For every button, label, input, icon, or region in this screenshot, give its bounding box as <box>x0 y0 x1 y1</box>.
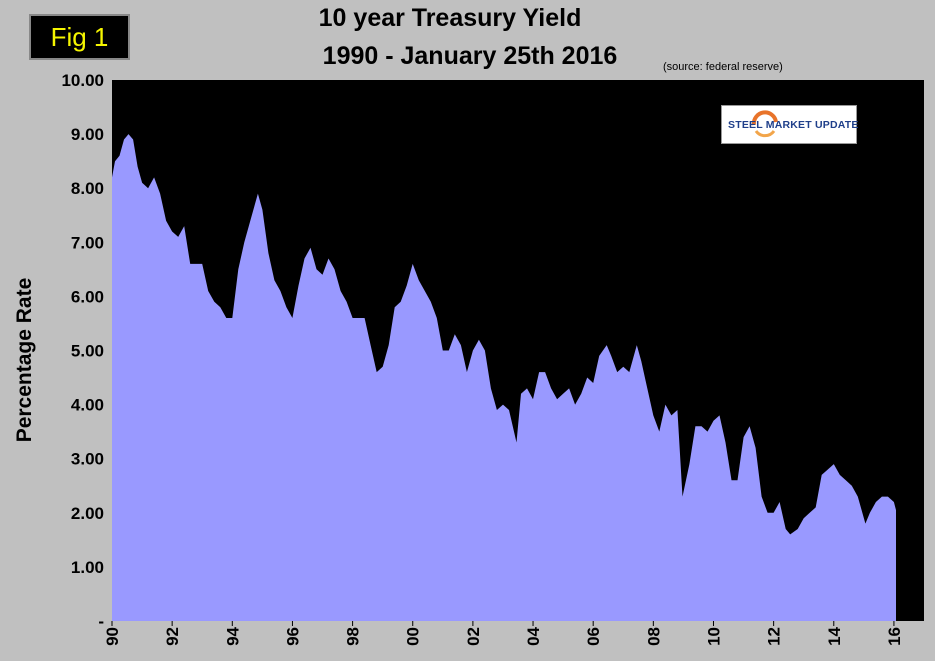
y-tick-label: 9.00 <box>71 125 104 144</box>
y-tick-label: 3.00 <box>71 450 104 469</box>
y-axis-ticks: - 1.00 2.00 3.00 4.00 5.00 6.00 7.00 8.00 9.00 10.… <box>61 71 104 631</box>
x-tick-label: 12 <box>765 627 784 646</box>
x-tick-label: 08 <box>644 627 663 646</box>
x-tick-label: 02 <box>464 627 483 646</box>
x-tick-label: 92 <box>163 627 182 646</box>
x-tick-label: 00 <box>404 627 423 646</box>
logo-text: STEEL MARKET UPDATE <box>728 119 859 131</box>
series-area-layer <box>112 134 896 621</box>
y-tick-label: 2.00 <box>71 504 104 523</box>
y-tick-label: 4.00 <box>71 396 104 415</box>
x-tick-label: 94 <box>223 626 242 645</box>
chart-source-note: (source: federal reserve) <box>663 61 783 73</box>
y-tick-label: 8.00 <box>71 179 104 198</box>
x-tick-label: 04 <box>524 626 543 645</box>
figure-badge: Fig 1 <box>29 14 130 60</box>
x-tick-label: 14 <box>825 626 844 645</box>
steel-market-update-logo: STEEL MARKET UPDATE <box>721 105 859 144</box>
x-tick-label: 10 <box>704 627 723 646</box>
x-tick-label: 90 <box>103 627 122 646</box>
chart-title: 10 year Treasury Yield <box>318 4 582 32</box>
y-tick-label: - <box>98 612 104 631</box>
y-tick-label: 5.00 <box>71 342 104 361</box>
y-tick-label: 1.00 <box>71 558 104 577</box>
x-tick-label: 98 <box>344 627 363 646</box>
y-tick-label: 10.00 <box>61 71 104 90</box>
x-tick-label: 16 <box>885 627 904 646</box>
series-area <box>112 134 896 621</box>
x-tick-label: 06 <box>584 627 603 646</box>
chart-subtitle: 1990 - January 25th 2016 <box>322 42 618 70</box>
y-tick-label: 7.00 <box>71 233 104 252</box>
y-tick-label: 6.00 <box>71 287 104 306</box>
x-axis-ticks: 90 92 94 96 98 00 02 04 06 08 10 12 14 16 <box>103 621 904 646</box>
logo-arc-icon <box>751 110 778 138</box>
x-tick-label: 96 <box>283 627 302 646</box>
